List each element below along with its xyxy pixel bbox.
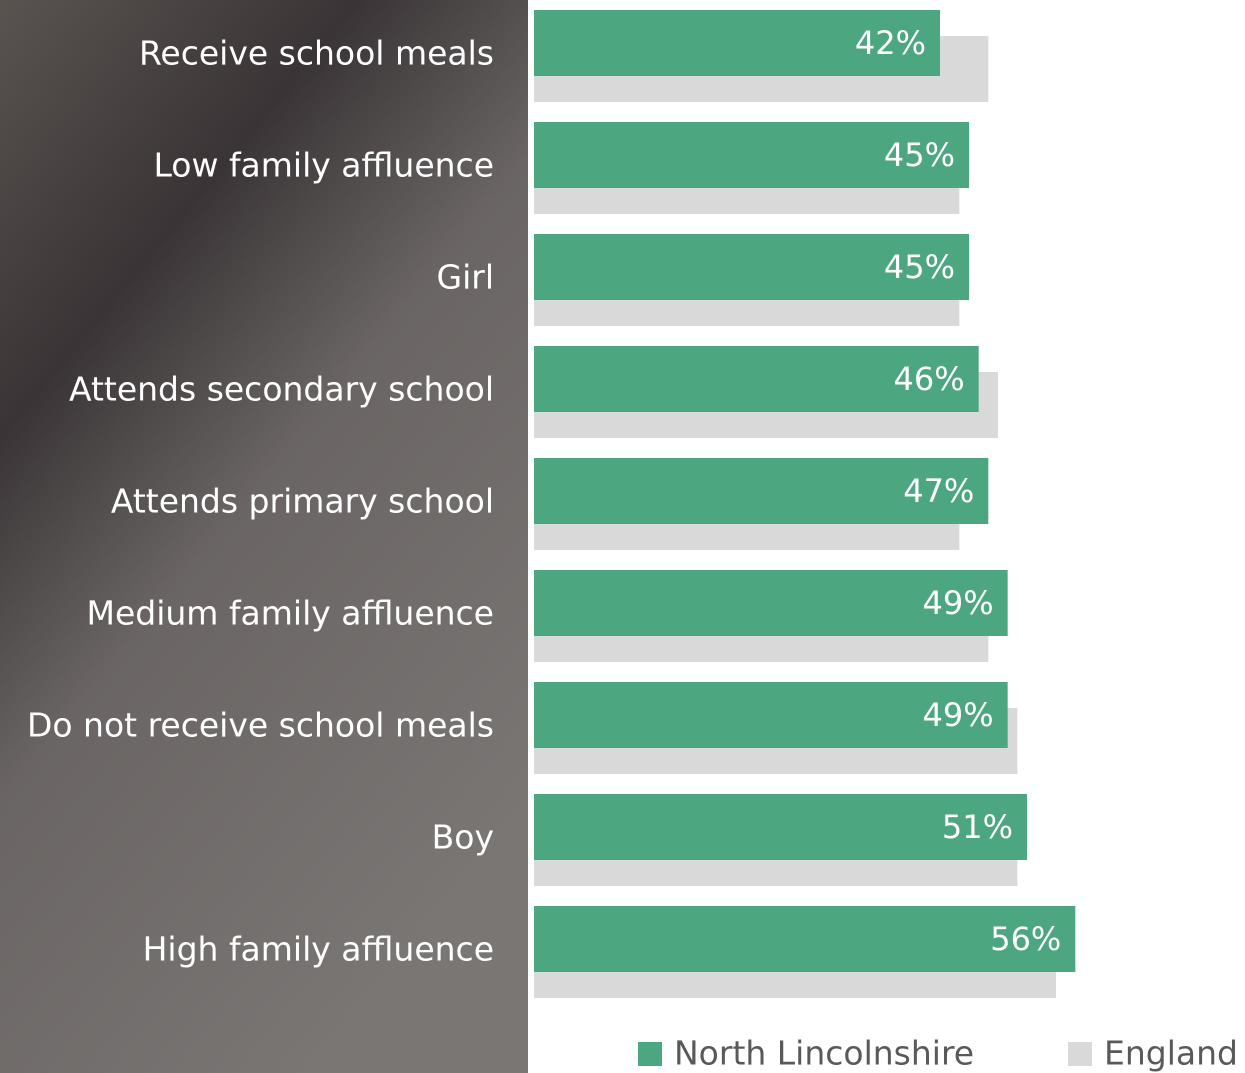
category-label: Attends secondary school [69,370,494,409]
bar [534,682,1008,748]
value-label: 42% [855,24,926,62]
category-label: Boy [432,818,494,857]
category-label: Medium family affluence [87,594,495,633]
legend-label: England [1104,1034,1238,1073]
bar [534,122,969,188]
legend-swatch [1068,1042,1092,1066]
category-label: Do not receive school meals [27,706,494,745]
value-label: 51% [942,808,1013,846]
legend-label: North Lincolnshire [674,1034,974,1073]
value-label: 45% [884,136,955,174]
value-label: 49% [923,696,994,734]
bar [534,906,1076,972]
value-label: 45% [884,248,955,286]
category-label: Girl [437,258,494,297]
bar [534,794,1027,860]
category-label: Attends primary school [111,482,494,521]
bar [534,234,969,300]
bar [534,458,989,524]
value-label: 49% [923,584,994,622]
bar [534,10,940,76]
bar [534,346,979,412]
category-label: Receive school meals [139,34,494,73]
category-label: High family affluence [143,930,494,969]
bar [534,570,1008,636]
category-label: Low family affluence [153,146,494,185]
value-label: 47% [903,472,974,510]
value-label: 46% [894,360,965,398]
legend-swatch [638,1042,662,1066]
background-photo [0,0,528,1073]
value-label: 56% [990,920,1061,958]
